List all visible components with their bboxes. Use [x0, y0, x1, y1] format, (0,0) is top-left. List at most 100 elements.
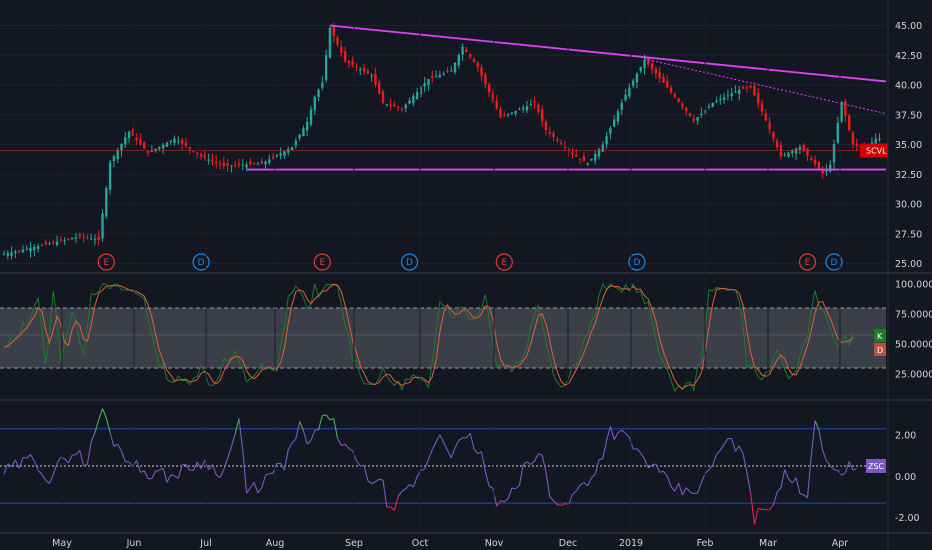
candle-body	[590, 158, 593, 161]
zscore-line-segment	[500, 500, 505, 503]
candle-body	[112, 156, 116, 162]
candle-body	[791, 150, 794, 154]
zscore-line-segment	[518, 464, 524, 486]
stochastic-tick-label: 25.0000	[895, 370, 932, 381]
zscore-line-segment	[132, 460, 138, 467]
zscore-line-segment	[446, 450, 452, 458]
zscore-line-segment	[196, 462, 202, 470]
zscore-line-segment	[45, 479, 50, 484]
zscore-line-segment	[143, 470, 149, 480]
candle-body	[764, 113, 767, 121]
ticker-tag-label: SCVL	[866, 147, 887, 156]
candle-body	[847, 115, 851, 131]
zscore-line-segment	[26, 454, 31, 459]
month-label: 2019	[619, 538, 643, 549]
candle-body	[468, 54, 472, 58]
candle-body	[544, 121, 548, 131]
zscore-line-segment	[818, 429, 824, 451]
candle-body	[832, 143, 836, 163]
candle-body	[40, 245, 44, 247]
candle-body	[105, 188, 108, 217]
zscore-line-segment	[613, 432, 619, 440]
candle-body	[359, 69, 362, 71]
zscore-line-segment	[708, 464, 714, 471]
candle-body	[821, 168, 824, 174]
zscore-line-segment	[594, 459, 600, 475]
candle-body	[855, 143, 858, 147]
candle-body	[158, 146, 161, 149]
candle-body	[2, 254, 6, 256]
zscore-line-segment	[507, 487, 513, 500]
month-label: May	[52, 538, 72, 549]
zscore-line-segment	[246, 487, 251, 494]
zscore-line-segment	[193, 462, 198, 471]
candle-body	[707, 106, 711, 108]
zscore-line-segment	[155, 469, 160, 472]
zscore-line-segment	[549, 496, 554, 501]
zscore-line-segment	[647, 464, 653, 469]
stochastic-d-line	[3, 283, 854, 390]
zscore-line-segment	[621, 429, 626, 434]
zscore-line-segment	[560, 503, 566, 506]
candle-body	[787, 152, 790, 157]
price-tick-label: 30.00	[895, 200, 922, 211]
zscore-line-segment	[427, 449, 433, 460]
zscore-line-segment	[174, 475, 179, 479]
candle-body	[734, 91, 737, 93]
zscore-line-segment	[431, 441, 437, 450]
candle-body	[461, 46, 464, 55]
zscore-line-segment	[844, 461, 850, 473]
candle-body	[506, 114, 510, 116]
earnings-event-label: E	[501, 258, 507, 268]
zscore-line-segment	[716, 449, 721, 455]
candle-body	[457, 54, 460, 66]
zscore-line-segment	[67, 454, 73, 464]
zscore-line-segment	[450, 447, 456, 458]
zscore-line-segment	[379, 478, 384, 481]
zscore-line-segment	[280, 463, 285, 471]
candle-body	[669, 87, 673, 93]
candle-body	[378, 82, 381, 94]
zscore-line-segment	[170, 474, 175, 477]
zscore-line-segment	[806, 455, 812, 498]
zscore-line-segment	[681, 487, 687, 496]
zscore-line-segment	[655, 463, 661, 473]
zscore-line-segment	[803, 494, 808, 499]
zscore-line-segment	[583, 482, 589, 487]
zscore-line-segment	[113, 443, 118, 447]
stochastic-k-line	[3, 282, 854, 393]
candle-body	[643, 60, 646, 69]
month-label: Aug	[266, 538, 285, 549]
zscore-line-segment	[329, 418, 334, 421]
zscore-line-segment	[750, 492, 755, 525]
zscore-line-segment	[344, 443, 350, 449]
zscore-tick-label: 2.00	[895, 430, 916, 441]
zscore-line-segment	[640, 452, 645, 460]
zscore-line-segment	[60, 456, 65, 460]
price-tick-label: 35.00	[895, 140, 922, 151]
zscore-line-segment	[530, 460, 535, 465]
candle-body	[146, 151, 150, 153]
candle-body	[165, 142, 169, 147]
candle-body	[143, 142, 146, 149]
candle-body	[518, 109, 521, 111]
zscore-line-segment	[325, 414, 331, 421]
zscore-line-segment	[602, 440, 608, 459]
zscore-line-segment	[238, 418, 244, 451]
candle-body	[510, 112, 514, 114]
candle-body	[631, 80, 635, 86]
candle-body	[711, 102, 714, 107]
zscore-line-segment	[185, 464, 191, 471]
candle-body	[245, 164, 248, 168]
candle-body	[472, 59, 476, 63]
zscore-line-segment	[302, 430, 308, 445]
candle-body	[419, 87, 423, 95]
zscore-line-segment	[337, 437, 342, 446]
earnings-event-label: E	[103, 258, 109, 268]
candle-body	[722, 97, 726, 101]
zscore-line-segment	[625, 433, 630, 438]
candle-body	[696, 117, 699, 121]
zscore-line-segment	[310, 430, 316, 441]
candle-body	[575, 154, 578, 157]
price-tick-label: 27.50	[895, 229, 922, 240]
